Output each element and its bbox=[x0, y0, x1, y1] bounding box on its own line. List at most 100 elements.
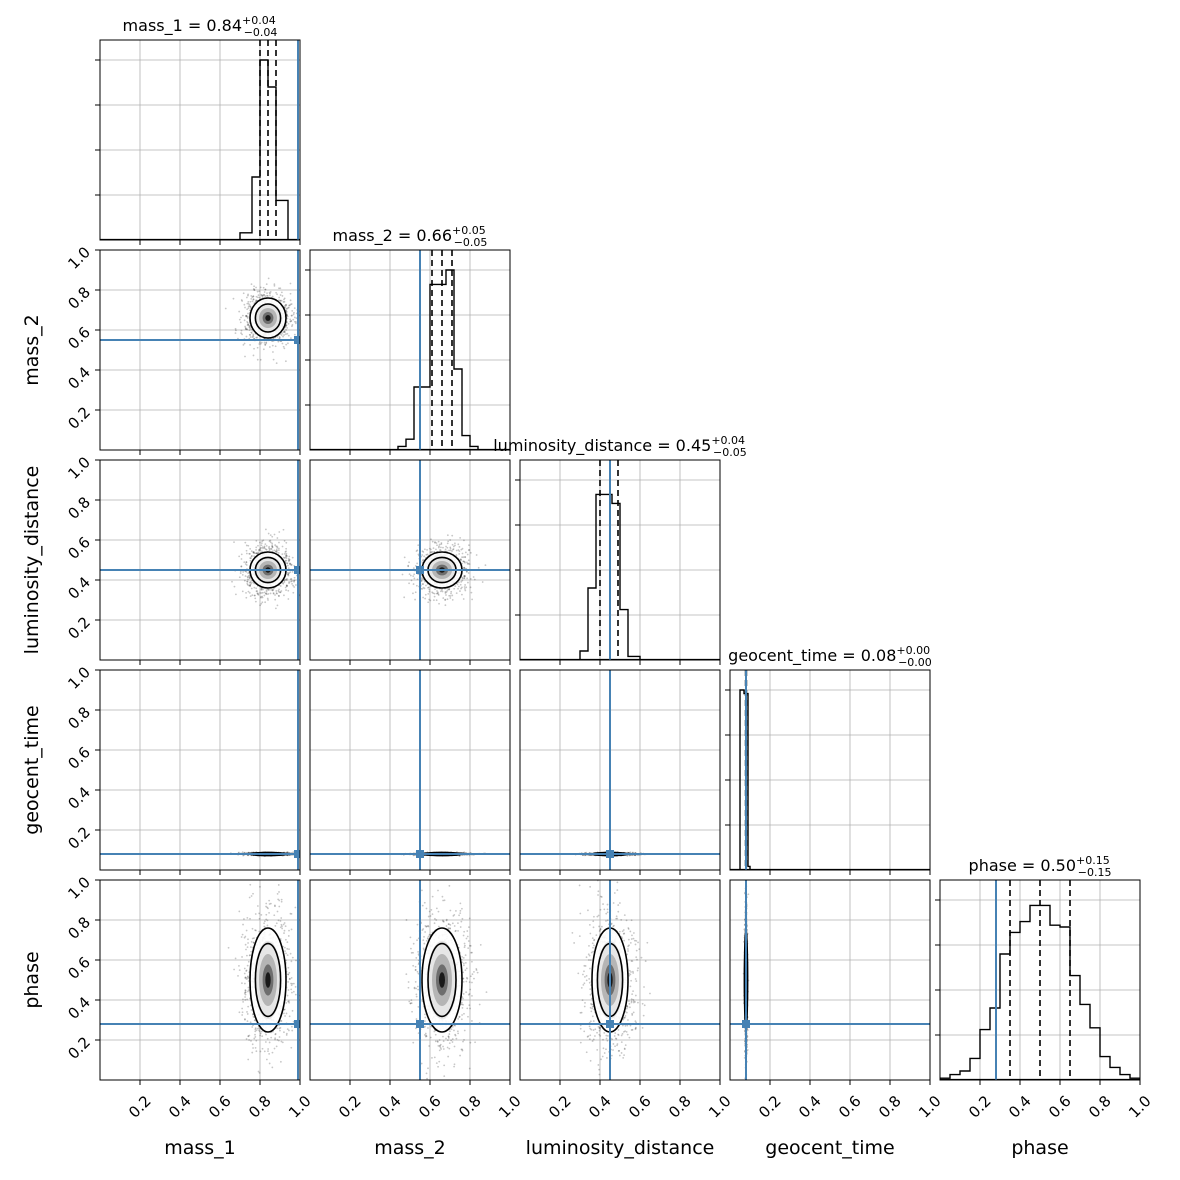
sample-point bbox=[285, 343, 288, 346]
sample-point bbox=[280, 299, 283, 302]
sample-point bbox=[293, 320, 296, 323]
sample-point bbox=[465, 570, 468, 573]
sample-point bbox=[260, 544, 263, 547]
y-tick-label: 0.2 bbox=[64, 613, 94, 643]
sample-point bbox=[285, 559, 288, 562]
sample-point bbox=[464, 556, 467, 559]
sample-point bbox=[279, 336, 281, 339]
sample-point bbox=[264, 601, 267, 604]
sample-point bbox=[281, 553, 284, 556]
sample-point bbox=[245, 564, 248, 566]
sample-point bbox=[429, 599, 432, 602]
sample-point bbox=[261, 550, 263, 553]
sample-point bbox=[291, 325, 293, 328]
sample-point bbox=[431, 551, 434, 553]
sample-point bbox=[258, 343, 261, 345]
sample-point bbox=[449, 546, 452, 549]
sample-point bbox=[272, 358, 275, 361]
y-tick-label: 1.0 bbox=[64, 663, 94, 693]
sample-point bbox=[263, 547, 266, 550]
sample-point bbox=[248, 581, 251, 584]
sample-point bbox=[302, 315, 304, 317]
sample-point bbox=[291, 556, 294, 559]
sample-point bbox=[242, 571, 245, 573]
sample-point bbox=[246, 580, 249, 583]
sample-point bbox=[248, 576, 251, 579]
sample-point bbox=[278, 588, 280, 591]
sample-point bbox=[266, 294, 268, 297]
sample-point bbox=[435, 592, 438, 595]
sample-point bbox=[262, 588, 264, 591]
sample-point bbox=[290, 337, 292, 340]
sample-point bbox=[283, 579, 286, 582]
sample-point bbox=[451, 598, 454, 601]
sample-point bbox=[251, 300, 254, 303]
sample-point bbox=[436, 590, 438, 592]
sample-point bbox=[253, 586, 256, 589]
sample-point bbox=[467, 559, 470, 562]
histogram-luminosity_distance bbox=[579, 493, 641, 660]
sample-point bbox=[246, 328, 249, 331]
sample-point bbox=[246, 302, 249, 305]
sample-point bbox=[240, 299, 243, 301]
sample-point bbox=[434, 541, 436, 544]
sample-point bbox=[461, 577, 464, 580]
sample-point bbox=[289, 562, 291, 565]
sample-point bbox=[239, 321, 242, 324]
sample-point bbox=[291, 309, 294, 312]
sample-point bbox=[282, 301, 285, 303]
sample-point bbox=[413, 573, 416, 576]
sample-point bbox=[290, 563, 293, 566]
sample-point bbox=[262, 547, 264, 550]
sample-point bbox=[265, 342, 268, 345]
sample-point bbox=[463, 575, 466, 577]
sample-point bbox=[287, 589, 290, 592]
panel-luminosity_distance-vs-geocent_time bbox=[519, 669, 721, 875]
sample-point bbox=[263, 591, 266, 594]
sample-point bbox=[247, 324, 250, 327]
sample-point bbox=[252, 295, 255, 298]
sample-point bbox=[265, 589, 268, 592]
sample-point bbox=[278, 590, 280, 593]
sample-point bbox=[271, 535, 274, 538]
sample-point bbox=[455, 554, 458, 556]
sample-point bbox=[255, 552, 258, 555]
sample-point bbox=[286, 321, 288, 323]
sample-point bbox=[408, 561, 410, 564]
sample-point bbox=[283, 581, 286, 583]
sample-point bbox=[452, 548, 455, 550]
sample-point bbox=[245, 552, 248, 555]
sample-point bbox=[269, 534, 272, 537]
y-tick-label: 1.0 bbox=[64, 243, 94, 273]
sample-point bbox=[444, 598, 447, 601]
sample-point bbox=[283, 298, 285, 301]
sample-point bbox=[467, 549, 470, 552]
sample-point bbox=[428, 598, 431, 601]
density-level bbox=[265, 315, 271, 321]
sample-point bbox=[289, 282, 292, 285]
sample-point bbox=[269, 292, 271, 295]
truth-marker bbox=[294, 336, 300, 344]
sample-point bbox=[462, 560, 465, 563]
sample-point bbox=[262, 539, 265, 542]
sample-point bbox=[473, 578, 476, 581]
sample-point bbox=[288, 572, 291, 574]
sample-point bbox=[260, 542, 263, 545]
sample-point bbox=[422, 551, 425, 553]
sample-point bbox=[249, 585, 251, 587]
sample-point bbox=[287, 560, 290, 563]
sample-point bbox=[272, 592, 275, 595]
sample-point bbox=[420, 580, 423, 583]
sample-point bbox=[274, 544, 277, 546]
sample-point bbox=[260, 596, 262, 599]
sample-point bbox=[250, 555, 253, 558]
sample-point bbox=[456, 583, 459, 586]
sample-point bbox=[245, 591, 247, 594]
sample-point bbox=[285, 578, 287, 581]
sample-point bbox=[233, 541, 235, 544]
sample-point bbox=[249, 547, 252, 550]
sample-point bbox=[424, 593, 427, 596]
sample-point bbox=[441, 590, 444, 593]
sample-point bbox=[288, 558, 291, 561]
